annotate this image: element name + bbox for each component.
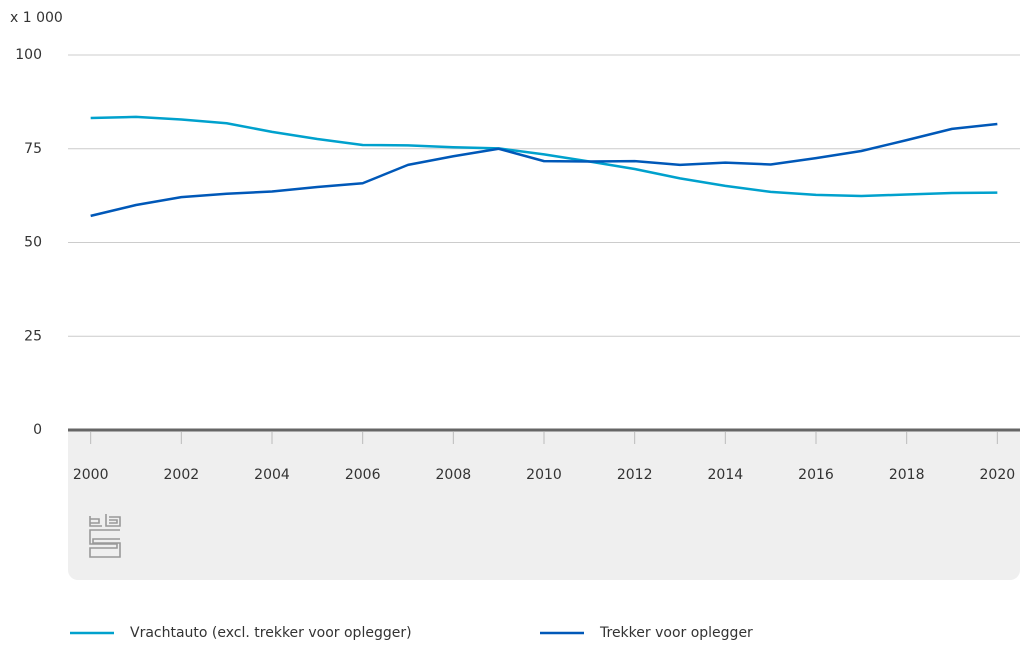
x-tick-label: 2006 [345,467,381,483]
y-tick-label: 75 [24,141,42,157]
x-tick-label: 2014 [708,467,744,483]
y-tick-label: 0 [33,422,42,438]
x-tick-label: 2020 [980,467,1016,483]
y-tick-label: 50 [24,235,42,251]
y-tick-label: 25 [24,328,42,344]
series-line [90,122,998,218]
logo [89,514,121,558]
x-tick-label: 2016 [798,467,834,483]
legend-label: Trekker voor oplegger [599,625,753,641]
x-tick-label: 2010 [526,467,562,483]
series-line [90,115,998,198]
y-unit-label: x 1 000 [10,10,63,26]
x-tick-label: 2000 [73,467,109,483]
x-tick-label: 2004 [254,467,290,483]
axis-panel [68,430,1020,580]
x-tick-label: 2008 [436,467,472,483]
x-tick-label: 2012 [617,467,653,483]
y-tick-label: 100 [15,47,42,63]
x-tick-label: 2018 [889,467,925,483]
legend-label: Vrachtauto (excl. trekker voor oplegger) [130,625,412,641]
x-tick-label: 2002 [164,467,200,483]
